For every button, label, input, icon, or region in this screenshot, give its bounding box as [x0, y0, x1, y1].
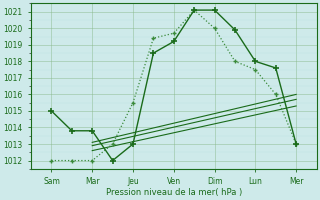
- X-axis label: Pression niveau de la mer( hPa ): Pression niveau de la mer( hPa ): [106, 188, 242, 197]
